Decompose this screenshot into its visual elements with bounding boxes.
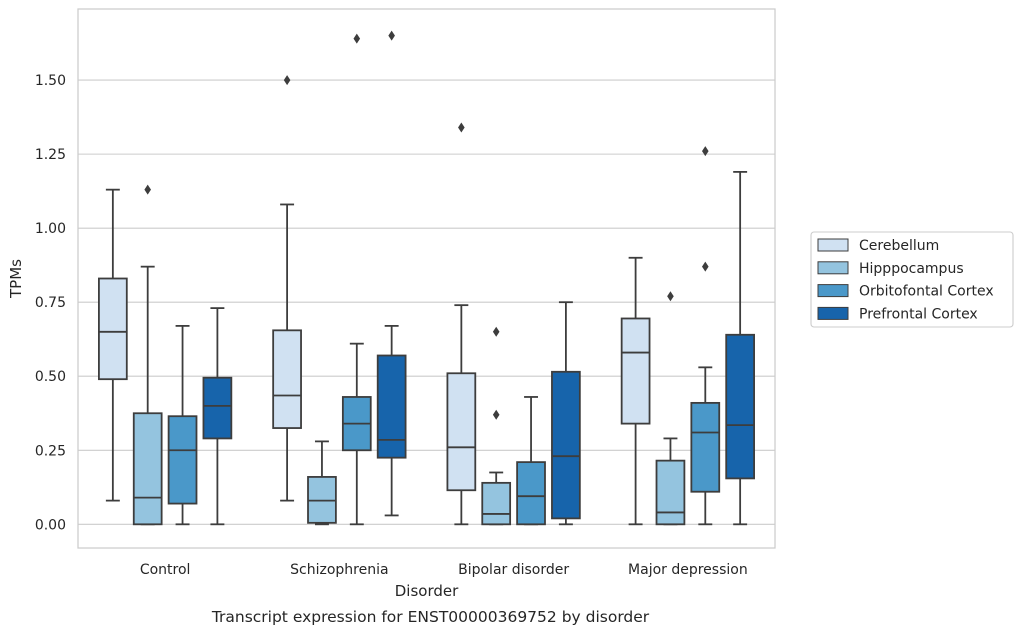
box — [167, 324, 198, 526]
series-hipppocampus — [132, 184, 686, 526]
box — [620, 256, 651, 526]
outlier-point — [667, 291, 674, 302]
box — [307, 440, 337, 526]
x-tick-label: Bipolar disorder — [458, 562, 569, 578]
box-body — [446, 372, 477, 492]
legend-swatch — [817, 284, 849, 298]
box — [272, 75, 302, 502]
outlier-point — [702, 261, 709, 272]
box — [725, 170, 755, 526]
outlier-point — [144, 184, 151, 195]
box-body — [272, 329, 302, 429]
outlier-point — [492, 326, 500, 337]
legend-label: Cerebellum — [859, 238, 939, 254]
box — [132, 184, 163, 526]
box-body — [132, 412, 163, 526]
y-axis-label: TPMs — [7, 259, 25, 299]
legend-item: Orbitofontal Cortex — [817, 284, 994, 300]
y-tick-label: 0.75 — [35, 295, 66, 311]
y-tick-label: 0.50 — [35, 369, 66, 385]
box — [202, 307, 233, 526]
box-body — [167, 415, 198, 505]
box — [341, 33, 372, 526]
series-prefrontal-cortex — [202, 30, 755, 526]
outlier-point — [388, 30, 395, 41]
series-orbitofontal-cortex — [167, 33, 721, 526]
outlier-point — [702, 146, 709, 157]
legend-item: Cerebellum — [817, 238, 939, 254]
box-body — [690, 401, 721, 493]
legend-swatch — [817, 306, 849, 320]
box — [98, 188, 128, 502]
box — [446, 122, 477, 526]
legend-item: Hipppocampus — [817, 261, 964, 277]
legend-swatch — [817, 261, 849, 275]
x-tick-label: Schizophrenia — [290, 562, 388, 578]
outlier-point — [492, 409, 500, 420]
series-cerebellum — [98, 75, 651, 526]
box-body — [551, 370, 581, 520]
box-series — [98, 30, 755, 526]
x-tick-label: Major depression — [628, 562, 748, 578]
outlier-point — [283, 75, 291, 86]
box-body — [516, 461, 546, 526]
x-tick-label: Control — [140, 562, 191, 578]
box — [655, 291, 686, 526]
x-axis-label: Disorder — [395, 582, 459, 600]
legend-swatch — [817, 238, 849, 252]
box-body — [376, 354, 407, 459]
box-body — [98, 277, 128, 381]
outlier-point — [458, 122, 465, 133]
box-body — [481, 481, 512, 526]
plot-frame — [77, 8, 776, 549]
y-tick-label: 0.25 — [35, 443, 66, 459]
y-tick-label: 1.50 — [35, 73, 66, 89]
y-tick-label: 0.00 — [35, 517, 66, 533]
legend-item: Prefrontal Cortex — [817, 306, 978, 322]
legend-label: Orbitofontal Cortex — [859, 284, 994, 300]
box-body — [202, 376, 233, 440]
box — [516, 396, 546, 526]
box-body — [655, 459, 686, 526]
box-body — [725, 333, 755, 480]
y-axis-ticks: 0.00 0.25 0.50 0.75 1.00 1.25 1.50 — [35, 73, 66, 533]
chart-caption: Transcript expression for ENST0000036975… — [211, 608, 650, 626]
box — [551, 301, 581, 526]
outlier-point — [353, 33, 361, 44]
box — [481, 326, 512, 526]
y-tick-label: 1.25 — [35, 147, 66, 163]
legend-label: Hipppocampus — [859, 261, 964, 277]
y-tick-label: 1.00 — [35, 221, 66, 237]
box-body — [620, 317, 651, 425]
x-axis-ticks: Control Schizophrenia Bipolar disorder Majo… — [140, 562, 748, 578]
box — [690, 146, 721, 526]
legend-label: Prefrontal Cortex — [859, 306, 978, 322]
legend-frame — [810, 231, 1014, 328]
legend: Cerebellum Hipppocampus Orbitofontal Corte… — [810, 231, 1014, 328]
box — [376, 30, 407, 517]
